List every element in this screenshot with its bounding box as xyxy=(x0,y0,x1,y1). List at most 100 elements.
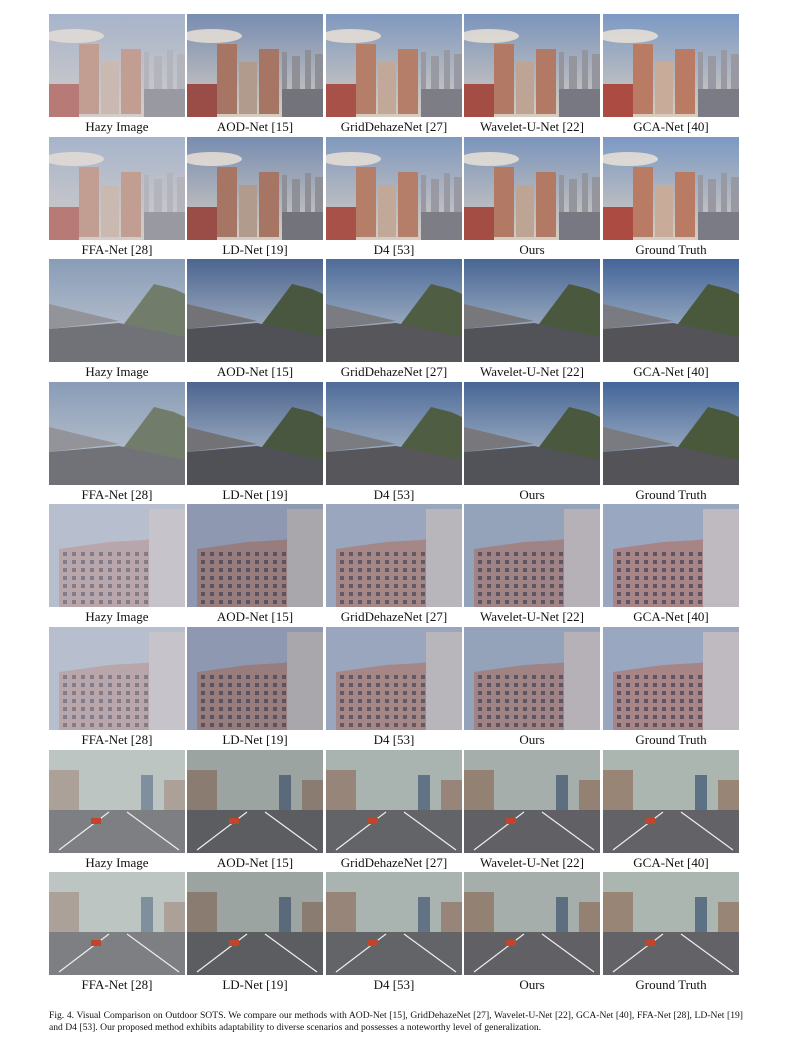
highway-scene-image xyxy=(187,872,323,975)
figure-panel: D4 [53] xyxy=(326,137,462,259)
panel-label: Wavelet-U-Net [22] xyxy=(480,855,584,870)
road-scene-image xyxy=(464,382,600,485)
road-scene-image xyxy=(49,382,185,485)
highway-scene-image xyxy=(49,750,185,853)
apartments-scene-image xyxy=(326,504,462,607)
figure-panel: FFA-Net [28] xyxy=(49,382,185,504)
panel-label: Ours xyxy=(519,977,545,992)
figure-panel: GCA-Net [40] xyxy=(603,750,739,872)
figure-panel: LD-Net [19] xyxy=(187,872,323,994)
figure-panel: FFA-Net [28] xyxy=(49,627,185,749)
panel-label: Ground Truth xyxy=(635,732,707,747)
figure-row: Hazy Image AOD-Net [15] GridDehazeNet [27]… xyxy=(49,504,741,626)
figure-panel: Hazy Image xyxy=(49,504,185,626)
figure-panel: Hazy Image xyxy=(49,259,185,381)
panel-label: GridDehazeNet [27] xyxy=(340,855,448,870)
apartments-scene-image xyxy=(187,504,323,607)
figure-panel: D4 [53] xyxy=(326,382,462,504)
panel-label: AOD-Net [15] xyxy=(216,119,294,134)
figure-panel: Ground Truth xyxy=(603,627,739,749)
city-scene-image xyxy=(603,14,739,117)
road-scene-image xyxy=(603,382,739,485)
city-scene-image xyxy=(464,14,600,117)
panel-label: D4 [53] xyxy=(373,977,415,992)
panel-label: Ours xyxy=(519,732,545,747)
apartments-scene-image xyxy=(326,627,462,730)
apartments-scene-image xyxy=(464,627,600,730)
highway-scene-image xyxy=(326,750,462,853)
figure-row: Hazy Image AOD-Net [15] GridDehazeNet [27]… xyxy=(49,750,741,872)
figure-panel: LD-Net [19] xyxy=(187,137,323,259)
panel-label: AOD-Net [15] xyxy=(216,364,294,379)
figure-panel: Hazy Image xyxy=(49,750,185,872)
road-scene-image xyxy=(326,382,462,485)
highway-scene-image xyxy=(49,872,185,975)
panel-label: Wavelet-U-Net [22] xyxy=(480,609,584,624)
panel-label: Hazy Image xyxy=(85,364,149,379)
apartments-scene-image xyxy=(464,504,600,607)
city-scene-image xyxy=(187,137,323,240)
panel-label: Ours xyxy=(519,487,545,502)
city-scene-image xyxy=(49,137,185,240)
panel-label: Ground Truth xyxy=(635,487,707,502)
apartments-scene-image xyxy=(603,504,739,607)
figure-row: FFA-Net [28] LD-Net [19] D4 [53] Ours Ground… xyxy=(49,872,741,994)
highway-scene-image xyxy=(603,750,739,853)
highway-scene-image xyxy=(187,750,323,853)
panel-label: GridDehazeNet [27] xyxy=(340,119,448,134)
figure-panel: AOD-Net [15] xyxy=(187,750,323,872)
panel-label: FFA-Net [28] xyxy=(81,242,153,257)
apartments-scene-image xyxy=(603,627,739,730)
apartments-scene-image xyxy=(49,504,185,607)
road-scene-image xyxy=(603,259,739,362)
figure-panel: GridDehazeNet [27] xyxy=(326,259,462,381)
figure-panel: LD-Net [19] xyxy=(187,627,323,749)
highway-scene-image xyxy=(464,872,600,975)
panel-label: GCA-Net [40] xyxy=(633,609,709,624)
figure-panel: GridDehazeNet [27] xyxy=(326,750,462,872)
figure-panel: Ground Truth xyxy=(603,137,739,259)
panel-label: LD-Net [19] xyxy=(222,977,288,992)
figure-row: FFA-Net [28] LD-Net [19] D4 [53] Ours Ground… xyxy=(49,137,741,259)
figure-panel: FFA-Net [28] xyxy=(49,872,185,994)
figure-panel: Ground Truth xyxy=(603,872,739,994)
figure-panel: Wavelet-U-Net [22] xyxy=(464,259,600,381)
apartments-scene-image xyxy=(187,627,323,730)
panel-label: LD-Net [19] xyxy=(222,242,288,257)
panel-label: FFA-Net [28] xyxy=(81,977,153,992)
panel-label: D4 [53] xyxy=(373,732,415,747)
city-scene-image xyxy=(464,137,600,240)
figure-panel: D4 [53] xyxy=(326,872,462,994)
city-scene-image xyxy=(49,14,185,117)
panel-label: GridDehazeNet [27] xyxy=(340,609,448,624)
road-scene-image xyxy=(187,382,323,485)
city-scene-image xyxy=(603,137,739,240)
apartments-scene-image xyxy=(49,627,185,730)
panel-label: GCA-Net [40] xyxy=(633,119,709,134)
figure-panel: GCA-Net [40] xyxy=(603,14,739,136)
highway-scene-image xyxy=(603,872,739,975)
panel-label: D4 [53] xyxy=(373,487,415,502)
highway-scene-image xyxy=(326,872,462,975)
panel-label: GCA-Net [40] xyxy=(633,855,709,870)
figure-caption: Fig. 4. Visual Comparison on Outdoor SOT… xyxy=(49,1009,743,1033)
panel-label: Wavelet-U-Net [22] xyxy=(480,364,584,379)
road-scene-image xyxy=(464,259,600,362)
panel-label: D4 [53] xyxy=(373,242,415,257)
city-scene-image xyxy=(326,137,462,240)
panel-label: Ground Truth xyxy=(635,242,707,257)
panel-label: Hazy Image xyxy=(85,855,149,870)
figure-panel: Ours xyxy=(464,872,600,994)
figure-panel: Ground Truth xyxy=(603,382,739,504)
figure-panel: FFA-Net [28] xyxy=(49,137,185,259)
figure-panel: AOD-Net [15] xyxy=(187,504,323,626)
figure-panel: LD-Net [19] xyxy=(187,382,323,504)
panel-label: GridDehazeNet [27] xyxy=(340,364,448,379)
panel-label: GCA-Net [40] xyxy=(633,364,709,379)
figure-panel: Ours xyxy=(464,627,600,749)
panel-label: FFA-Net [28] xyxy=(81,732,153,747)
panel-label: Hazy Image xyxy=(85,609,149,624)
figure-panel: Wavelet-U-Net [22] xyxy=(464,504,600,626)
panel-label: Wavelet-U-Net [22] xyxy=(480,119,584,134)
panel-label: AOD-Net [15] xyxy=(216,855,294,870)
